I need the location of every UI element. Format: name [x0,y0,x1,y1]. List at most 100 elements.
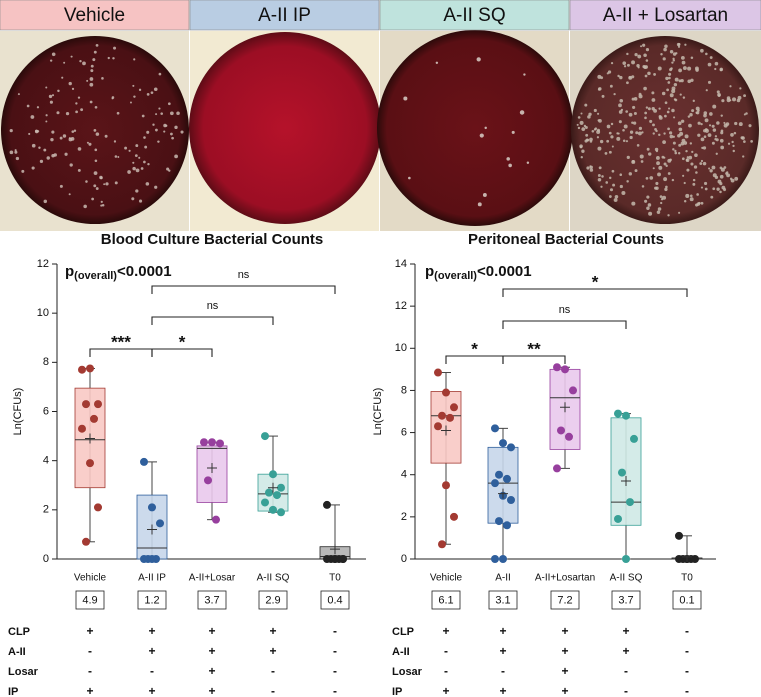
colony [704,128,708,132]
mean-label: 6.1 [438,594,453,606]
colony [51,94,55,97]
colony [649,119,653,123]
table-cell: - [624,664,628,678]
colony [165,124,168,127]
colony [637,131,642,136]
table-cell: + [208,664,215,678]
colony [160,112,163,115]
colony [661,155,665,159]
colony [649,176,654,180]
colony [143,136,146,139]
colony [619,75,623,80]
colony [665,164,668,168]
colony [677,121,682,126]
colony [75,102,78,105]
colony [140,167,144,170]
colony [583,124,587,128]
mean-marker [682,551,692,562]
table-cell: + [561,664,568,678]
mean-box [75,590,105,610]
colony [89,82,94,87]
significance-bracket [151,316,274,325]
colony [646,206,650,210]
colony [634,169,638,173]
colony [665,185,668,189]
colony [598,166,602,170]
colony [700,137,705,142]
colony [167,102,171,106]
colony [739,87,742,90]
colony [634,53,638,57]
colony [614,195,619,199]
colony [580,156,583,159]
significance-bracket [502,320,627,329]
colony [635,131,639,135]
colony [577,116,581,119]
colony [719,174,724,179]
colony [668,131,673,135]
colony [685,158,690,163]
colony [68,193,71,196]
colony [77,147,82,151]
colony [639,154,644,159]
data-point [90,414,98,423]
colony [663,132,666,135]
p-prefix: p [65,263,74,280]
colony [732,149,736,153]
colony [689,197,694,202]
colony [39,159,44,164]
colony [684,43,687,46]
colony [723,121,726,124]
significance-label: ns [207,300,219,312]
colony [741,136,745,140]
colony [667,81,671,84]
colony [680,78,684,83]
colony [678,143,682,147]
colony [662,140,666,144]
table-cell: + [148,624,155,638]
colony [93,129,97,132]
colony [613,198,618,202]
colony [682,174,685,177]
colony [662,195,667,200]
colony [100,200,103,203]
colony [711,165,716,170]
x-tick-label: A-II SQ [257,573,290,584]
colony [145,182,150,186]
data-point [614,409,622,418]
colony [597,112,600,115]
data-point [200,438,208,447]
colony [642,43,646,47]
data-point [148,503,156,512]
table-cell: + [208,624,215,638]
colony [146,93,150,96]
colony [669,50,674,54]
data-point [630,434,638,443]
colony [523,73,526,76]
colony [671,178,675,182]
colony [85,180,88,183]
colony [642,65,646,69]
mean-box [320,590,350,610]
mean-marker [85,433,95,444]
mean-label: 1.2 [144,594,159,606]
table-cell: + [269,644,276,658]
colony [655,156,660,160]
mean-marker [498,488,508,499]
colony [672,141,676,145]
data-point [561,365,569,374]
data-point [499,439,507,448]
colony [690,194,693,198]
colony [683,141,688,145]
colony [50,137,54,142]
colony [714,175,719,180]
mean-box [550,590,580,610]
colony [659,195,663,198]
colony [688,123,692,128]
colony [677,43,681,46]
colony [720,114,723,117]
colony [138,156,141,159]
colony [68,81,72,86]
colony [629,135,633,140]
colony [714,135,718,138]
